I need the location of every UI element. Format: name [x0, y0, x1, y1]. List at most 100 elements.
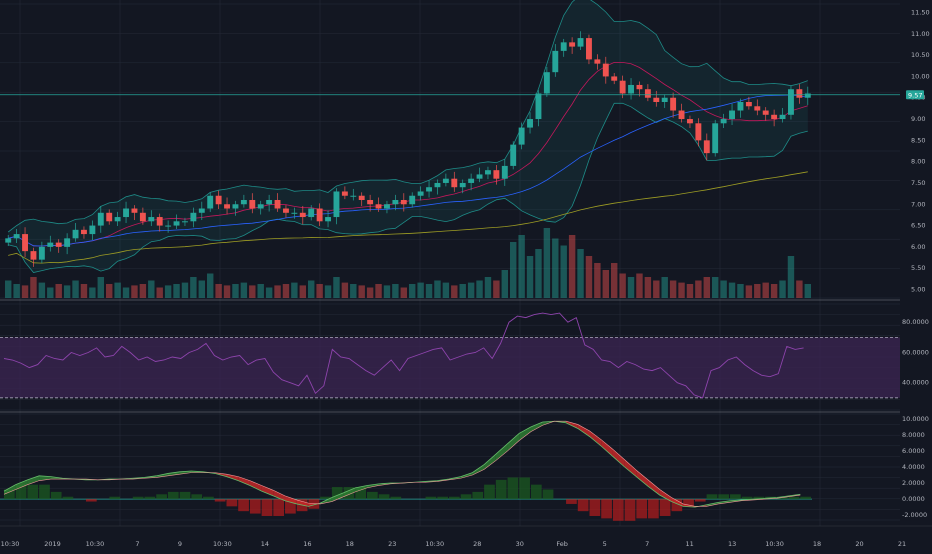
candle-body[interactable]: [493, 170, 500, 179]
candle-body[interactable]: [569, 42, 576, 47]
candle-body[interactable]: [703, 140, 710, 154]
candle-body[interactable]: [123, 208, 129, 218]
candle-body[interactable]: [796, 89, 803, 98]
candle-body[interactable]: [148, 217, 155, 222]
candle-body[interactable]: [375, 204, 382, 209]
candle-body[interactable]: [13, 234, 20, 239]
candle-body[interactable]: [695, 123, 702, 141]
candle-body[interactable]: [47, 242, 54, 247]
candle-body[interactable]: [114, 217, 121, 222]
candle-body[interactable]: [173, 221, 180, 226]
candle-body[interactable]: [737, 102, 744, 111]
candle-body[interactable]: [804, 93, 811, 98]
candle-body[interactable]: [485, 170, 491, 175]
candle-body[interactable]: [291, 212, 298, 214]
candle-body[interactable]: [745, 102, 752, 107]
candle-body[interactable]: [451, 178, 458, 188]
candle-body[interactable]: [762, 110, 769, 115]
candle-body[interactable]: [22, 234, 28, 252]
candle-body[interactable]: [586, 38, 592, 60]
candle-body[interactable]: [156, 217, 163, 226]
candle-body[interactable]: [367, 200, 374, 205]
candle-body[interactable]: [661, 97, 668, 102]
candle-body[interactable]: [518, 127, 525, 145]
candle-body[interactable]: [628, 84, 634, 94]
candle-body[interactable]: [712, 123, 719, 154]
candle-body[interactable]: [577, 38, 584, 47]
candle-body[interactable]: [468, 178, 475, 183]
candle-body[interactable]: [476, 174, 483, 179]
candle-body[interactable]: [602, 63, 609, 77]
candle-body[interactable]: [341, 191, 348, 196]
price-axis[interactable]: 11.5011.0010.5010.009.509.008.508.007.50…: [902, 9, 930, 520]
candle-body[interactable]: [316, 208, 323, 222]
candle-body[interactable]: [611, 76, 618, 81]
candle-body[interactable]: [459, 182, 466, 188]
candle-body[interactable]: [350, 195, 357, 197]
candle-body[interactable]: [30, 251, 37, 260]
candle-body[interactable]: [182, 221, 188, 223]
candle-body[interactable]: [400, 200, 407, 205]
candle-body[interactable]: [131, 208, 138, 213]
candle-body[interactable]: [38, 246, 45, 260]
candle-body[interactable]: [426, 187, 432, 192]
candle-body[interactable]: [535, 93, 542, 120]
candle-body[interactable]: [653, 97, 660, 102]
candle-body[interactable]: [619, 80, 626, 94]
candle-body[interactable]: [299, 212, 306, 218]
candle-body[interactable]: [55, 242, 62, 247]
candle-body[interactable]: [560, 42, 567, 51]
candle-body[interactable]: [81, 229, 87, 235]
candle-body[interactable]: [392, 200, 399, 205]
candle-body[interactable]: [788, 89, 794, 115]
candle-body[interactable]: [333, 191, 340, 218]
candle-body[interactable]: [417, 191, 424, 196]
candle-body[interactable]: [729, 110, 735, 120]
candle-body[interactable]: [644, 89, 651, 98]
candle-body[interactable]: [257, 204, 264, 209]
candle-body[interactable]: [232, 204, 239, 209]
candle-body[interactable]: [224, 204, 230, 209]
rsi-line[interactable]: [3, 312, 804, 399]
time-axis[interactable]: 10:30 2019 10:30 7 9 10:30 14 16 18 23 10:30 28 30 Fe…: [0, 525, 932, 548]
candle-body[interactable]: [308, 208, 315, 218]
candle-body[interactable]: [215, 195, 222, 205]
candle-body[interactable]: [527, 119, 533, 128]
candle-body[interactable]: [678, 110, 685, 120]
candle-body[interactable]: [552, 50, 559, 73]
candle-body[interactable]: [636, 84, 643, 90]
candle-body[interactable]: [687, 119, 693, 124]
candle-body[interactable]: [165, 225, 172, 227]
candle-body[interactable]: [274, 200, 281, 209]
price-panel[interactable]: [0, 0, 900, 298]
macd-signal-line[interactable]: [3, 420, 801, 507]
candle-body[interactable]: [720, 119, 727, 124]
rsi-panel[interactable]: [0, 312, 900, 399]
candle-body[interactable]: [510, 144, 517, 166]
candle-body[interactable]: [384, 204, 390, 209]
candle-body[interactable]: [72, 229, 79, 239]
candle-body[interactable]: [779, 114, 786, 120]
candle-body[interactable]: [325, 217, 331, 222]
candle-body[interactable]: [64, 238, 71, 247]
candle-body[interactable]: [283, 208, 289, 213]
candle-body[interactable]: [106, 212, 113, 222]
candle-body[interactable]: [754, 106, 761, 111]
candle-body[interactable]: [97, 212, 104, 226]
candle-body[interactable]: [139, 212, 146, 222]
candle-body[interactable]: [543, 72, 550, 94]
candle-body[interactable]: [190, 212, 197, 222]
macd-panel[interactable]: [0, 420, 812, 521]
candle-body[interactable]: [501, 165, 508, 179]
candle-body[interactable]: [266, 200, 273, 205]
candle-body[interactable]: [442, 178, 449, 183]
candle-body[interactable]: [89, 225, 96, 235]
candle-body[interactable]: [594, 59, 601, 64]
candle-body[interactable]: [240, 200, 247, 205]
candle-body[interactable]: [198, 208, 205, 213]
candle-body[interactable]: [207, 195, 214, 209]
candle-body[interactable]: [670, 97, 677, 111]
candle-body[interactable]: [771, 114, 778, 120]
